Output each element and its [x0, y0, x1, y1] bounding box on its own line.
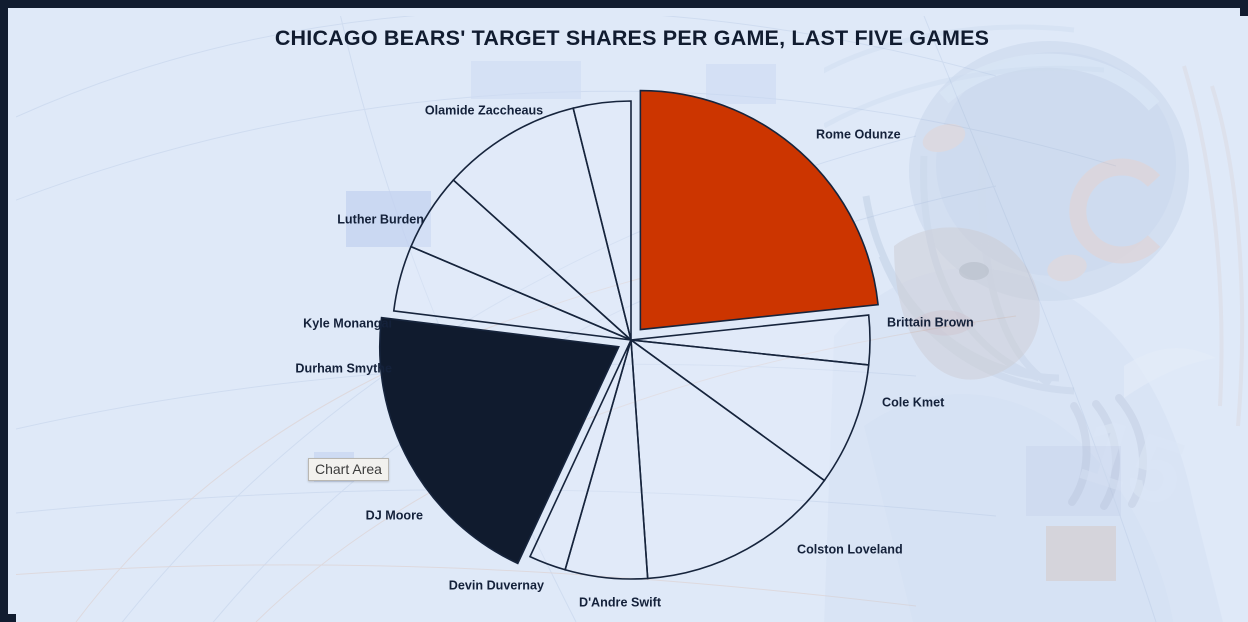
pie-slice[interactable]: [639, 89, 879, 331]
pie-label-luther-burden[interactable]: Luther Burden: [337, 212, 424, 227]
pie-label-colston-loveland[interactable]: Colston Loveland: [797, 542, 903, 557]
pie-slice[interactable]: [630, 338, 826, 580]
pie-slice[interactable]: [628, 338, 870, 482]
chart-area-tooltip: Chart Area: [308, 458, 389, 482]
page-title: CHICAGO BEARS' TARGET SHARES PER GAME, L…: [274, 26, 990, 50]
pie-label-rome-odunze[interactable]: Rome Odunze: [816, 127, 901, 142]
chart-plot-plate[interactable]: 15 CHICAGO BEARS' TARGET SHARES PER GAME…: [16, 16, 1248, 622]
pie-slice[interactable]: [378, 316, 620, 565]
pie-label-dj-moore[interactable]: DJ Moore: [365, 508, 423, 523]
pie-slice[interactable]: [528, 339, 632, 571]
pie-slice[interactable]: [452, 107, 633, 343]
pie-label-kyle-monangai[interactable]: Kyle Monangai: [303, 316, 392, 331]
pie-label-dandre-swift[interactable]: D'Andre Swift: [578, 595, 662, 610]
pie-slice-group[interactable]: [378, 89, 879, 580]
pie-label-devin-duvernay[interactable]: Devin Duvernay: [448, 578, 544, 593]
pie-label-olamide-zaccheaus[interactable]: Olamide Zaccheaus: [424, 103, 544, 118]
pie-chart[interactable]: [16, 16, 1248, 622]
pie-label-cole-kmet[interactable]: Cole Kmet: [882, 395, 945, 410]
pie-label-durham-smythe[interactable]: Durham Smythe: [295, 361, 392, 376]
pie-slice[interactable]: [572, 100, 632, 341]
pie-label-brittain-brown[interactable]: Brittain Brown: [887, 315, 974, 330]
